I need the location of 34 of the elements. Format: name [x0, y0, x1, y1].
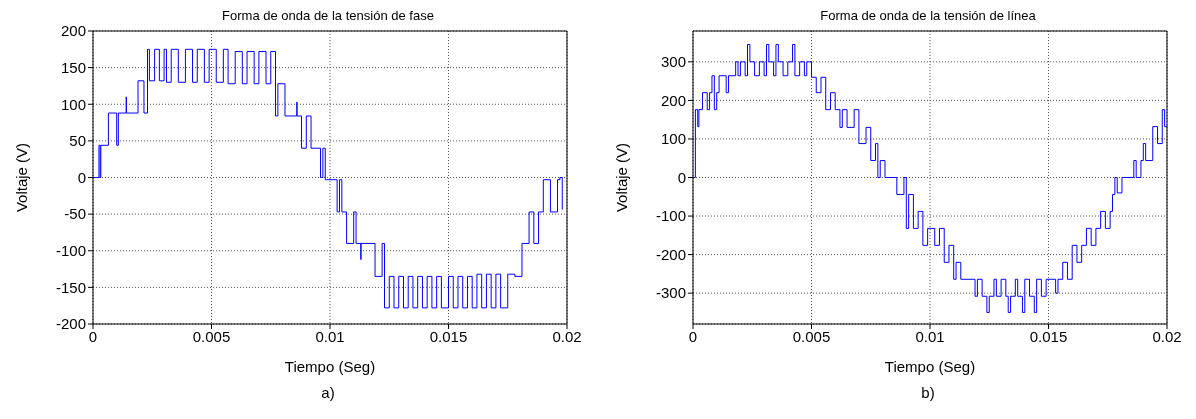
x-tick-label: 0.02 — [552, 327, 582, 345]
x-tick-label: 0 — [688, 327, 698, 345]
y-tick-label: -300 — [655, 284, 686, 302]
x-axis-title: Tiempo (Seg) — [284, 358, 376, 375]
x-tick-label: 0 — [88, 327, 98, 345]
y-tick-label: -100 — [55, 242, 86, 260]
x-tick-label: 0.02 — [1152, 327, 1182, 345]
y-tick-label: 150 — [60, 58, 86, 76]
y-tick-label: -100 — [655, 207, 686, 225]
x-axis-title: Tiempo (Seg) — [884, 358, 976, 375]
y-tick-label: 0 — [677, 168, 686, 186]
y-axis-title: Voltaje (V) — [13, 142, 31, 213]
chart-title: Forma de onda de la tensión de línea — [819, 8, 1037, 24]
y-tick-label: 50 — [69, 132, 86, 150]
y-tick-label: 0 — [77, 168, 86, 186]
y-tick-label: 100 — [660, 130, 686, 148]
y-tick-label: -50 — [64, 205, 86, 223]
y-axis-title: Voltaje (V) — [613, 142, 631, 213]
x-tick-label: 0.005 — [792, 327, 831, 345]
x-tick-label: 0.01 — [315, 327, 345, 345]
y-tick-label: -200 — [655, 245, 686, 263]
y-tick-label: -150 — [55, 278, 86, 296]
y-tick-label: 200 — [60, 22, 86, 40]
x-tick-label: 0.01 — [915, 327, 945, 345]
y-tick-label: 200 — [660, 91, 686, 109]
text: a) — [320, 384, 336, 401]
chart-title: Forma de onda de la tensión de fase — [221, 8, 435, 24]
x-tick-label: 0.015 — [1029, 327, 1068, 345]
x-tick-label: 0.005 — [192, 327, 231, 345]
y-tick-label: -200 — [55, 315, 86, 333]
y-tick-label: 100 — [60, 95, 86, 113]
x-tick-label: 0.015 — [429, 327, 468, 345]
text: b) — [920, 384, 936, 401]
y-tick-label: 300 — [660, 53, 686, 71]
